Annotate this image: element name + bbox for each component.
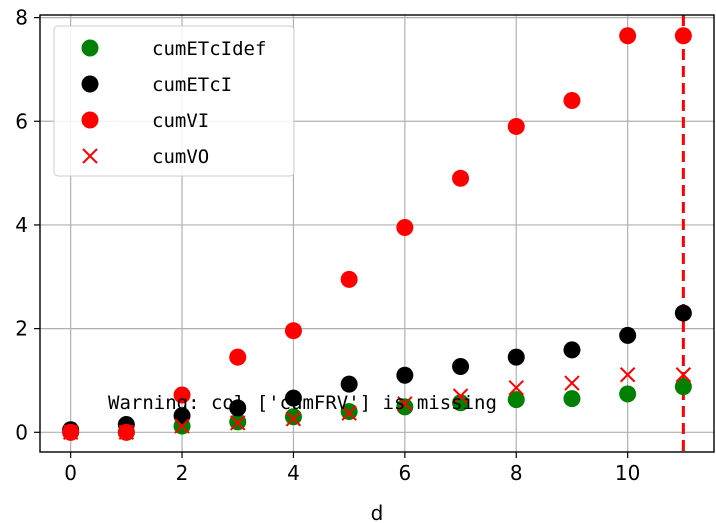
- axis-ticks: 0 2 4 6 8 10 0 2 4 6 8: [15, 6, 640, 485]
- series-cumVO: [62, 367, 692, 441]
- data-point-cumETcIdef: [507, 391, 525, 409]
- legend-label: cumETcIdef: [152, 38, 266, 60]
- data-point-cumVI: [507, 117, 525, 135]
- data-point-cumETcI: [507, 348, 525, 366]
- data-point-cumVO: [174, 418, 190, 434]
- legend: cumETcIdef cumETcI cumVI cumVO: [53, 25, 295, 177]
- series-cumETcI: [62, 304, 692, 439]
- legend-label: cumETcI: [152, 74, 232, 96]
- data-point-cumVI: [173, 386, 191, 404]
- y-tick-label: 4: [15, 213, 28, 237]
- data-point-cumETcIdef: [619, 385, 637, 403]
- x-axis-label: d: [371, 501, 384, 523]
- data-point-cumVO: [230, 415, 246, 431]
- legend-marker: [81, 75, 99, 93]
- data-point-cumETcI: [284, 389, 302, 407]
- legend-marker: [81, 111, 99, 129]
- x-tick-label: 10: [615, 461, 640, 485]
- data-point-cumETcI: [396, 366, 414, 384]
- data-point-cumVO: [508, 380, 524, 396]
- data-point-cumETcI: [340, 375, 358, 393]
- y-tick-label: 2: [15, 317, 28, 341]
- x-tick-label: 8: [510, 461, 523, 485]
- data-point-cumETcIdef: [396, 398, 414, 416]
- data-point-cumVI: [619, 27, 637, 45]
- data-point-cumVO: [675, 367, 692, 383]
- data-point-cumVO: [118, 424, 135, 441]
- data-point-cumETcI: [674, 304, 692, 322]
- legend-label: cumVI: [152, 110, 209, 132]
- data-point-cumVO: [397, 396, 413, 412]
- data-point-cumETcI: [173, 407, 191, 425]
- data-point-cumVI: [396, 219, 414, 237]
- data-point-cumETcIdef: [563, 390, 581, 408]
- y-tick-label: 0: [15, 420, 28, 444]
- data-marks: [62, 27, 692, 441]
- data-point-cumVO: [452, 388, 469, 404]
- x-tick-label: 2: [176, 461, 189, 485]
- axes-frame: [39, 14, 715, 453]
- data-point-cumVI: [340, 270, 358, 288]
- data-point-cumVO: [62, 424, 79, 441]
- data-point-cumVO: [285, 411, 302, 427]
- data-point-cumVO: [619, 367, 636, 383]
- y-tick-label: 6: [15, 109, 28, 133]
- x-tick-label: 0: [64, 461, 77, 485]
- data-point-cumETcI: [229, 399, 247, 417]
- warning-annotation: Warning: col ['cumFRV'] is missing: [108, 392, 497, 414]
- data-point-cumETcI: [563, 341, 581, 359]
- data-point-cumVI: [563, 92, 581, 110]
- plot-border: [39, 14, 715, 453]
- data-point-cumETcIdef: [674, 378, 692, 396]
- data-point-cumVI: [229, 348, 247, 366]
- data-point-cumETcIdef: [284, 408, 302, 426]
- legend-marker: [81, 39, 99, 57]
- data-point-cumVO: [564, 375, 580, 391]
- legend-box: [53, 25, 295, 177]
- data-point-cumETcIdef: [340, 403, 358, 421]
- data-point-cumETcIdef: [452, 394, 470, 412]
- data-point-cumVI: [674, 27, 692, 45]
- data-point-cumVO: [341, 405, 357, 421]
- series-cumVI: [62, 27, 692, 441]
- data-point-cumETcI: [619, 326, 637, 344]
- legend-label: cumVO: [152, 146, 209, 168]
- y-tick-label: 8: [15, 6, 28, 30]
- legend-marker: [82, 148, 98, 164]
- data-point-cumVI: [284, 322, 302, 340]
- x-tick-label: 6: [398, 461, 411, 485]
- data-point-cumVI: [452, 169, 470, 187]
- data-point-cumETcI: [452, 357, 470, 375]
- x-tick-label: 4: [287, 461, 300, 485]
